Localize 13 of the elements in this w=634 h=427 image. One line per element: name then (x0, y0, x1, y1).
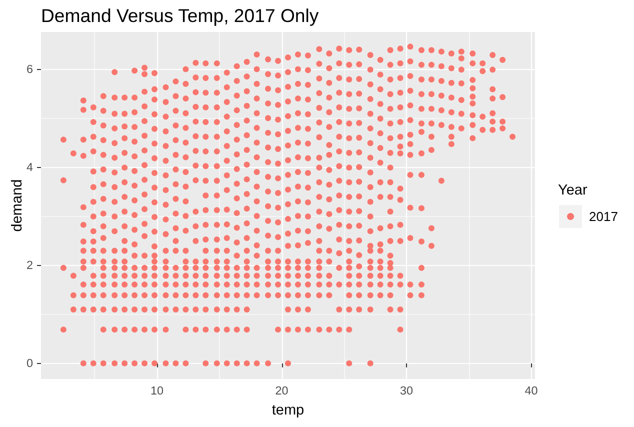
legend-title: Year (558, 182, 588, 198)
legend-label: 2017 (589, 209, 618, 224)
y-tick-label: 6 (26, 63, 33, 76)
x-tick-label: 10 (150, 384, 164, 398)
x-tick-label: 20 (275, 384, 289, 398)
y-tick-label: 4 (26, 161, 34, 174)
x-axis-title: temp (272, 402, 304, 418)
y-axis-title: demand (10, 179, 26, 232)
y-tick-label: 2 (26, 258, 33, 272)
x-tick-label: 30 (400, 384, 414, 398)
chart-title: Demand Versus Temp, 2017 Only (41, 5, 320, 26)
y-tick-label: 0 (26, 356, 34, 370)
x-tick-label: 40 (524, 384, 538, 398)
